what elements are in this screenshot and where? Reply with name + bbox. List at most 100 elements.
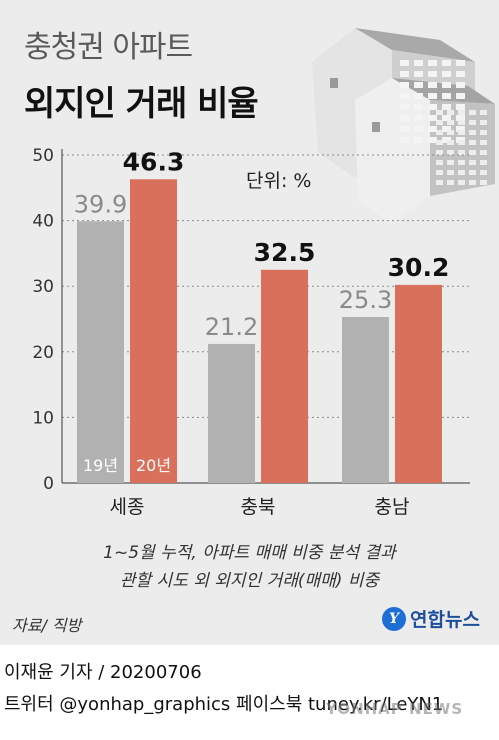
building-window bbox=[428, 126, 437, 132]
agency-logo: Y 연합뉴스 bbox=[382, 605, 480, 632]
data-label: 30.2 bbox=[388, 253, 450, 282]
building-window bbox=[458, 170, 465, 175]
building-window bbox=[447, 110, 454, 115]
reporter-credit: 이재윤 기자 / 20200706 bbox=[4, 662, 202, 683]
legend-label: 20년 bbox=[136, 456, 171, 475]
building-window bbox=[456, 71, 465, 77]
agency-name: 연합뉴스 bbox=[410, 609, 480, 631]
building-window bbox=[400, 93, 409, 99]
building-window bbox=[447, 150, 454, 155]
building-window bbox=[414, 137, 423, 143]
building-window bbox=[414, 93, 423, 99]
building-window bbox=[442, 137, 451, 143]
building-window bbox=[469, 130, 476, 135]
building-window bbox=[442, 60, 451, 66]
data-label: 25.3 bbox=[339, 286, 392, 314]
building-window bbox=[458, 180, 465, 185]
watermark: YONHAP NEWS bbox=[326, 700, 464, 718]
y-tick-label: 30 bbox=[32, 277, 54, 297]
building-window bbox=[480, 140, 487, 145]
bar bbox=[395, 284, 442, 483]
building-window bbox=[442, 71, 451, 77]
building-window bbox=[436, 130, 443, 135]
building-window bbox=[480, 170, 487, 175]
building-window bbox=[428, 93, 437, 99]
data-label: 32.5 bbox=[254, 238, 316, 267]
building-window bbox=[436, 170, 443, 175]
building-window bbox=[442, 93, 451, 99]
building-window bbox=[480, 120, 487, 125]
building-window bbox=[442, 115, 451, 121]
building-window bbox=[447, 140, 454, 145]
building-window bbox=[414, 82, 423, 88]
building-window bbox=[400, 104, 409, 110]
y-tick-label: 40 bbox=[32, 212, 54, 232]
x-tick-label: 충북 bbox=[241, 496, 276, 518]
data-label: 21.2 bbox=[205, 313, 258, 341]
building-window bbox=[458, 130, 465, 135]
building-window bbox=[447, 120, 454, 125]
building-window bbox=[400, 71, 409, 77]
bar bbox=[261, 269, 308, 483]
building-window bbox=[469, 170, 476, 175]
building-window bbox=[414, 115, 423, 121]
building-window bbox=[428, 71, 437, 77]
bar bbox=[77, 221, 124, 484]
building-window bbox=[458, 140, 465, 145]
building-window bbox=[414, 71, 423, 77]
building-window bbox=[480, 110, 487, 115]
building-window bbox=[458, 150, 465, 155]
building-window bbox=[456, 126, 465, 132]
building-window bbox=[400, 126, 409, 132]
apartment-building-illustration bbox=[312, 28, 495, 224]
building-window bbox=[414, 60, 423, 66]
building-window bbox=[436, 160, 443, 165]
building-window bbox=[428, 82, 437, 88]
building-window bbox=[428, 104, 437, 110]
bar bbox=[208, 343, 255, 483]
building-window bbox=[414, 104, 423, 110]
x-tick-label: 충남 bbox=[375, 496, 410, 518]
building-window bbox=[456, 82, 465, 88]
building-window bbox=[436, 110, 443, 115]
y-tick-label: 20 bbox=[32, 343, 54, 363]
building-window bbox=[436, 120, 443, 125]
x-tick-label: 세종 bbox=[110, 496, 145, 518]
building-window bbox=[469, 180, 476, 185]
building-window bbox=[400, 82, 409, 88]
building-window bbox=[469, 160, 476, 165]
building-window bbox=[469, 140, 476, 145]
bar bbox=[342, 317, 389, 483]
building-window bbox=[469, 150, 476, 155]
building-window bbox=[456, 115, 465, 121]
building-window bbox=[480, 130, 487, 135]
source-label: 자료/ 직방 bbox=[12, 616, 82, 635]
building-window bbox=[428, 60, 437, 66]
building-window bbox=[442, 126, 451, 132]
building-window bbox=[469, 120, 476, 125]
building-window bbox=[447, 160, 454, 165]
building-window bbox=[436, 140, 443, 145]
social-credit: 트위터 @yonhap_graphics 페이스북 tuney.kr/LeYN1 bbox=[4, 694, 444, 715]
y-tick-label: 0 bbox=[43, 474, 54, 494]
building-window bbox=[436, 180, 443, 185]
building-window bbox=[414, 126, 423, 132]
building-window bbox=[428, 115, 437, 121]
building-window bbox=[400, 115, 409, 121]
unit-label: 단위: % bbox=[246, 170, 312, 192]
building-window bbox=[400, 60, 409, 66]
building-window bbox=[480, 160, 487, 165]
building-window bbox=[456, 93, 465, 99]
data-label: 46.3 bbox=[123, 147, 185, 176]
building-window bbox=[400, 137, 409, 143]
building-window bbox=[436, 150, 443, 155]
building-window bbox=[458, 110, 465, 115]
legend-label: 19년 bbox=[83, 456, 118, 475]
building-window bbox=[469, 110, 476, 115]
bar bbox=[130, 179, 177, 483]
building-window bbox=[447, 180, 454, 185]
building-window bbox=[428, 137, 437, 143]
note-line2: 관할 시도 외 외지인 거래(매매) 비중 bbox=[119, 571, 380, 591]
building-window bbox=[442, 82, 451, 88]
